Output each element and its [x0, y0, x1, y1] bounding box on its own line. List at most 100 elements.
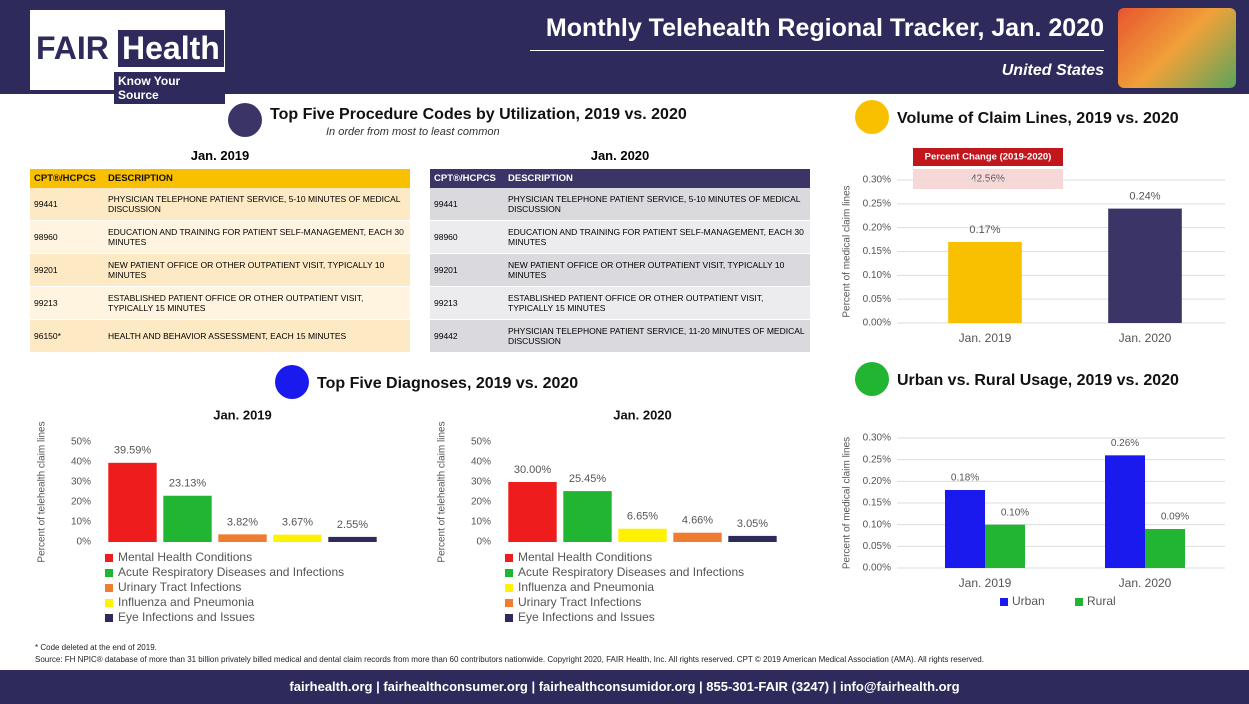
y-tick-label: 0.20% [863, 476, 891, 487]
x-tick-label: Jan. 2020 [1119, 576, 1172, 590]
legend-label: Eye Infections and Issues [518, 610, 655, 624]
value-label: 25.45% [569, 473, 607, 485]
y-tick-label: 50% [471, 437, 491, 448]
cell: 96150* [34, 331, 61, 341]
y-tick-label: 30% [471, 477, 491, 488]
column-header: DESCRIPTION [108, 173, 173, 184]
cell: 98960 [34, 232, 58, 242]
y-tick-label: 0.05% [863, 541, 891, 552]
cell: 98960 [434, 232, 458, 242]
bar [985, 524, 1025, 568]
bar [673, 532, 722, 542]
x-tick-label: Jan. 2019 [959, 331, 1012, 345]
icon [855, 362, 889, 396]
bar [563, 491, 612, 542]
value-label: 23.13% [169, 478, 207, 490]
table-label: Jan. 2020 [590, 148, 650, 163]
cell: 99441 [434, 199, 458, 209]
y-tick-label: 0.15% [863, 498, 891, 509]
section-subtitle: In order from most to least common [326, 126, 500, 138]
footnote: Source: FH NPIC® database of more than 3… [35, 655, 984, 664]
y-tick-label: 30% [71, 477, 91, 488]
value-label: 6.65% [627, 511, 658, 523]
icon [275, 365, 309, 399]
cell: 99442 [434, 331, 458, 341]
legend-swatch [105, 599, 113, 607]
value-label: 0.18% [951, 473, 979, 484]
legend-swatch [505, 599, 513, 607]
cell: PHYSICIAN TELEPHONE PATIENT SERVICE, 5-1… [108, 194, 401, 214]
cell: NEW PATIENT OFFICE OR OTHER OUTPATIENT V… [108, 260, 385, 280]
column-header: DESCRIPTION [508, 173, 573, 184]
y-tick-label: 0.15% [863, 246, 891, 257]
bar [728, 535, 777, 542]
value-label: 0.09% [1161, 512, 1189, 523]
value-label: 4.66% [682, 515, 713, 527]
value-label: 0.24% [1129, 191, 1160, 203]
y-tick-label: 0.05% [863, 294, 891, 305]
legend-swatch [1000, 598, 1008, 606]
bar [948, 241, 1022, 323]
annotation-title: Percent Change (2019-2020) [925, 152, 1052, 163]
y-tick-label: 0.00% [863, 563, 891, 574]
legend-swatch [105, 569, 113, 577]
y-tick-label: 0.25% [863, 454, 891, 465]
row: 99201 NEW PATIENT OFFICE OR OTHER OUTPATI… [430, 253, 810, 287]
legend-label: Mental Health Conditions [518, 550, 652, 564]
value-label: 3.67% [282, 517, 313, 529]
logo: FAIR Health Know Your Source [30, 10, 225, 104]
y-tick-label: 20% [471, 497, 491, 508]
y-axis-label: Percent of telehealth claim lines [437, 421, 448, 562]
row: 99201 NEW PATIENT OFFICE OR OTHER OUTPATI… [30, 253, 410, 287]
cell: ESTABLISHED PATIENT OFFICE OR OTHER OUTP… [108, 293, 364, 313]
legend-label: Rural [1087, 594, 1116, 608]
row: 99441 PHYSICIAN TELEPHONE PATIENT SERVICE… [30, 188, 410, 221]
bar [945, 490, 985, 568]
cell: PHYSICIAN TELEPHONE PATIENT SERVICE, 11-… [508, 326, 805, 346]
y-tick-label: 40% [71, 457, 91, 468]
annotation-box [913, 169, 1063, 189]
cell: 99201 [434, 265, 458, 275]
row: 99213 ESTABLISHED PATIENT OFFICE OR OTHER… [30, 286, 410, 320]
table: CPT®/HCPCS DESCRIPTION 99441 PHYSICIAN TELE… [430, 169, 810, 353]
y-tick-label: 0.25% [863, 198, 891, 209]
footnote: * Code deleted at the end of 2019. [35, 643, 157, 652]
legend-swatch [105, 584, 113, 592]
table: CPT®/HCPCS DESCRIPTION 99441 PHYSICIAN TELE… [30, 169, 410, 353]
chart-title: Jan. 2019 [213, 407, 272, 422]
y-tick-label: 0.30% [863, 175, 891, 186]
row: 98960 EDUCATION AND TRAINING FOR PATIENT … [30, 220, 410, 254]
bar [618, 528, 667, 542]
value-label: 0.17% [969, 224, 1000, 236]
y-tick-label: 20% [71, 497, 91, 508]
value-label: 30.00% [514, 464, 552, 476]
header-row: CPT®/HCPCS DESCRIPTION [430, 169, 810, 188]
cell: PHYSICIAN TELEPHONE PATIENT SERVICE, 5-1… [508, 194, 801, 214]
legend-swatch [505, 584, 513, 592]
legend-label: Mental Health Conditions [118, 550, 252, 564]
value-label: 39.59% [114, 445, 152, 457]
cell: NEW PATIENT OFFICE OR OTHER OUTPATIENT V… [508, 260, 785, 280]
x-tick-label: Jan. 2020 [1119, 331, 1172, 345]
row: 96150* HEALTH AND BEHAVIOR ASSESSMENT, EA… [30, 319, 410, 353]
cell: EDUCATION AND TRAINING FOR PATIENT SELF-… [108, 227, 404, 247]
cell: 99213 [34, 298, 58, 308]
y-tick-label: 10% [471, 517, 491, 528]
value-label: 3.82% [227, 516, 258, 528]
cell: EDUCATION AND TRAINING FOR PATIENT SELF-… [508, 227, 804, 247]
legend-label: Urinary Tract Infections [118, 580, 241, 594]
chart: Percent of medical claim lines 0.00% 0.05%… [842, 433, 1225, 608]
row: 98960 EDUCATION AND TRAINING FOR PATIENT … [430, 220, 810, 254]
legend-label: Influenza and Pneumonia [118, 595, 254, 609]
bar [1108, 208, 1182, 323]
bar [1145, 529, 1185, 568]
y-tick-label: 10% [71, 517, 91, 528]
cell: ESTABLISHED PATIENT OFFICE OR OTHER OUTP… [508, 293, 764, 313]
column-header: CPT®/HCPCS [34, 173, 96, 184]
row: 99442 PHYSICIAN TELEPHONE PATIENT SERVICE… [430, 319, 810, 353]
table-2019: Jan. 2019 CPT®/HCPCS DESCRIPTION 99441 PHYSI… [30, 148, 410, 353]
section-title: Urban vs. Rural Usage, 2019 vs. 2020 [897, 372, 1179, 389]
table-label: Jan. 2019 [190, 148, 250, 163]
chart-title: Jan. 2020 [613, 407, 672, 422]
